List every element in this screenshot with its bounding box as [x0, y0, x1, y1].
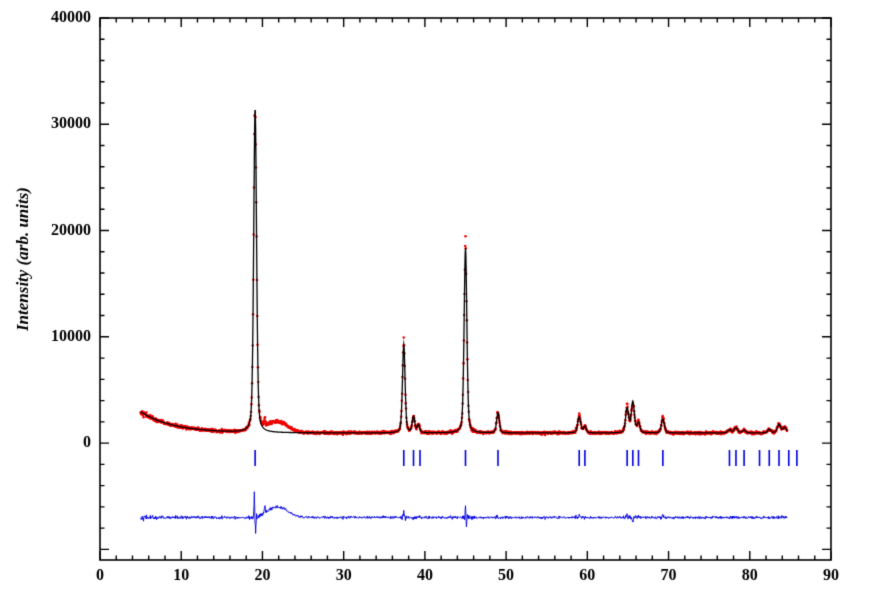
rietveld-refinement-figure: [0, 0, 889, 599]
xrd-rietveld-chart: [0, 0, 889, 599]
